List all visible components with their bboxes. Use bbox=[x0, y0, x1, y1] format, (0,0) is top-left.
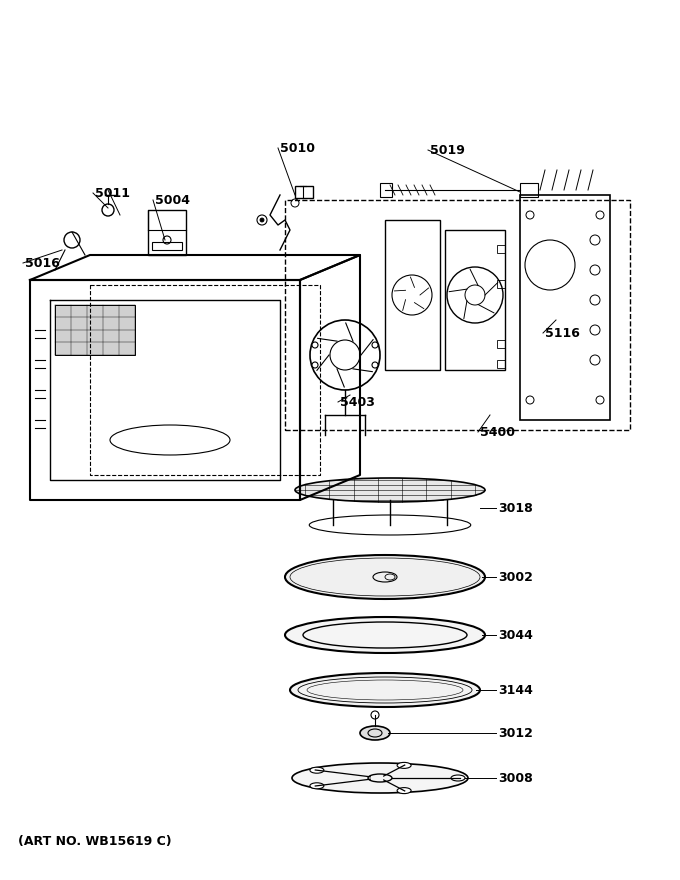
Text: 5011: 5011 bbox=[95, 187, 130, 200]
Ellipse shape bbox=[285, 617, 485, 653]
Ellipse shape bbox=[360, 726, 390, 740]
Ellipse shape bbox=[312, 362, 318, 368]
Text: 5403: 5403 bbox=[340, 395, 375, 408]
Ellipse shape bbox=[451, 775, 465, 781]
Ellipse shape bbox=[290, 673, 480, 707]
Text: 3018: 3018 bbox=[498, 502, 532, 515]
Text: 3008: 3008 bbox=[498, 772, 532, 784]
Text: (ART NO. WB15619 C): (ART NO. WB15619 C) bbox=[18, 835, 171, 848]
Bar bbox=[445, 230, 505, 370]
Ellipse shape bbox=[372, 342, 378, 348]
Bar bbox=[520, 183, 538, 197]
Text: 3002: 3002 bbox=[498, 570, 533, 583]
Text: 5400: 5400 bbox=[480, 426, 515, 438]
Ellipse shape bbox=[312, 342, 318, 348]
Ellipse shape bbox=[397, 788, 411, 794]
Ellipse shape bbox=[310, 767, 324, 774]
Ellipse shape bbox=[397, 762, 411, 768]
Ellipse shape bbox=[310, 783, 324, 788]
Text: 5010: 5010 bbox=[280, 142, 315, 155]
Text: 5004: 5004 bbox=[155, 194, 190, 207]
Bar bbox=[148, 210, 186, 255]
Ellipse shape bbox=[303, 622, 467, 648]
Ellipse shape bbox=[292, 763, 468, 793]
Ellipse shape bbox=[295, 478, 485, 502]
Text: 5019: 5019 bbox=[430, 143, 465, 157]
Ellipse shape bbox=[260, 218, 264, 222]
Bar bbox=[497, 280, 505, 288]
Bar bbox=[285, 200, 630, 430]
Bar bbox=[520, 195, 610, 420]
Bar bbox=[152, 242, 182, 250]
Ellipse shape bbox=[285, 555, 485, 599]
Bar bbox=[55, 305, 135, 355]
Bar bbox=[385, 220, 440, 370]
Bar bbox=[380, 183, 392, 197]
Ellipse shape bbox=[372, 362, 378, 368]
Bar bbox=[497, 340, 505, 348]
Text: 3012: 3012 bbox=[498, 727, 533, 739]
Bar bbox=[497, 360, 505, 368]
Bar bbox=[497, 245, 505, 253]
Text: 3144: 3144 bbox=[498, 684, 533, 696]
Text: 5016: 5016 bbox=[25, 256, 60, 269]
Text: 3044: 3044 bbox=[498, 628, 533, 642]
Text: 5116: 5116 bbox=[545, 326, 580, 340]
Bar bbox=[295, 186, 313, 198]
